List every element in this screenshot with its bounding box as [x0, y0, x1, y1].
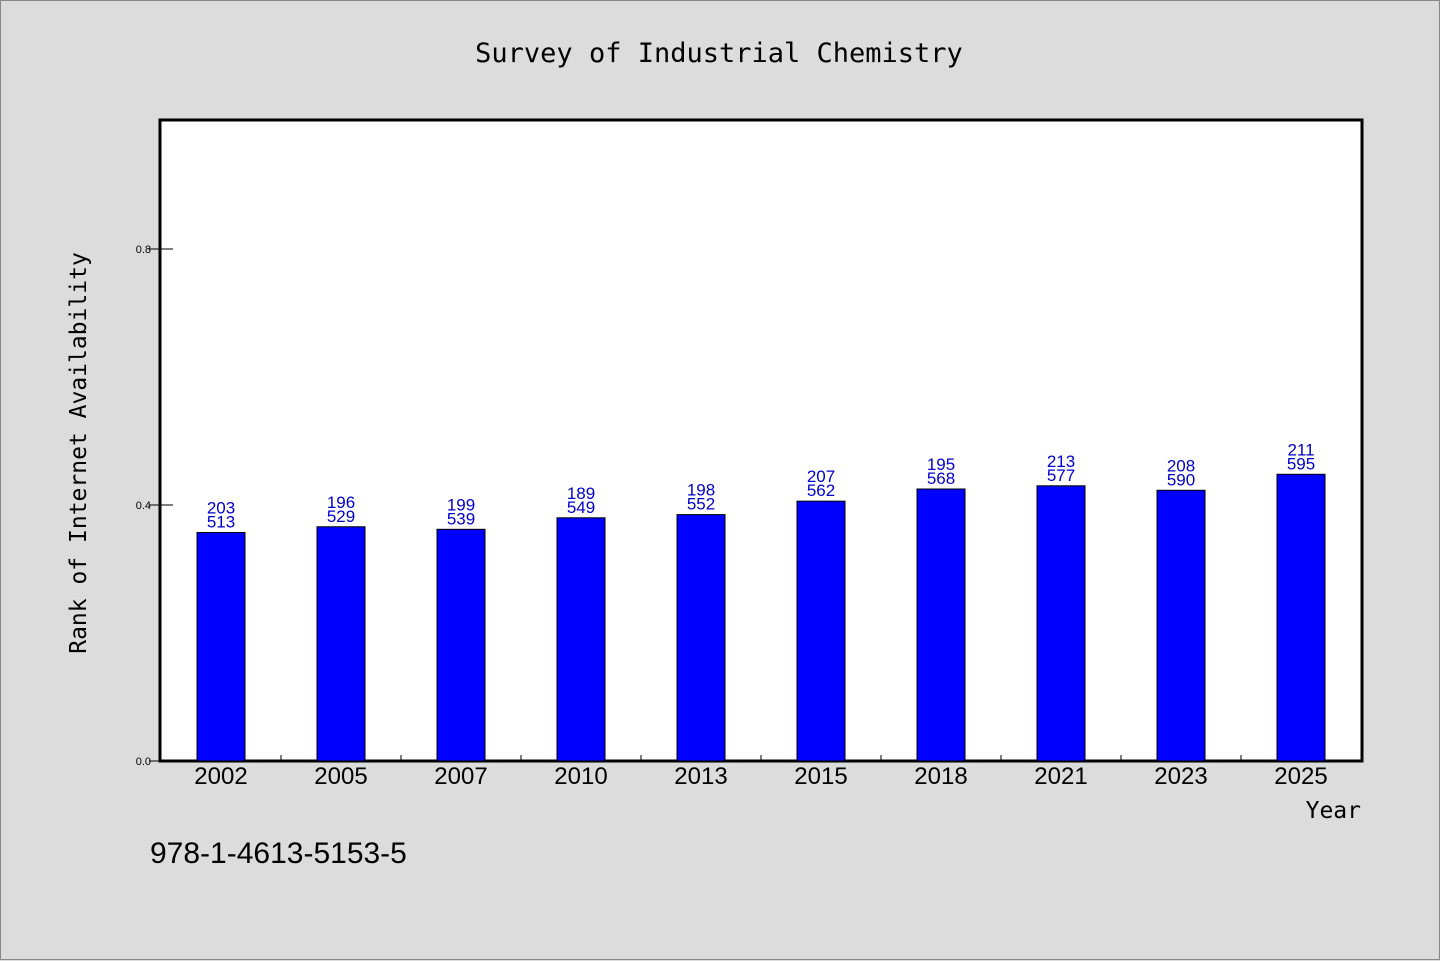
data-label-bottom-2018: 568 [927, 469, 955, 488]
x-axis: 2002 2005 2007 2010 2013 2015 2018 2021 2023 2025 [194, 755, 1328, 790]
bar-2015 [796, 500, 846, 762]
data-label-top-2013: 198 [687, 481, 715, 500]
data-label-top-2010: 189 [567, 484, 595, 503]
y-axis-label: Rank of Internet Availability [66, 252, 92, 654]
x-tick-label-2018: 2018 [914, 763, 967, 790]
data-label-bottom-2013: 552 [687, 495, 715, 514]
bar-2013 [676, 514, 726, 762]
bar-2021 [1036, 485, 1086, 762]
data-label-bottom-2005: 529 [327, 507, 355, 526]
data-label-bottom-2007: 539 [447, 509, 475, 528]
x-tick-label-2010: 2010 [554, 763, 607, 790]
x-tick-label-2023: 2023 [1154, 763, 1207, 790]
data-label-bottom-2010: 549 [567, 498, 595, 517]
y-tick-label-0.0: 0.0 [136, 756, 151, 768]
data-label-bottom-2025: 595 [1287, 454, 1315, 473]
data-label-top-2018: 195 [927, 455, 955, 474]
data-label-top-2007: 199 [447, 495, 475, 514]
footnote-isbn: 978-1-4613-5153-5 [150, 837, 407, 870]
chart-title: Survey of Industrial Chemistry [475, 38, 963, 69]
data-label-bottom-2023: 590 [1167, 470, 1195, 489]
data-label-top-2023: 208 [1167, 456, 1195, 475]
x-tick-label-2007: 2007 [434, 763, 487, 790]
bar-2023 [1156, 489, 1206, 762]
data-label-top-2021: 213 [1047, 452, 1075, 471]
x-tick-label-2005: 2005 [314, 763, 367, 790]
data-label-bottom-2015: 562 [807, 481, 835, 500]
x-tick-label-2021: 2021 [1034, 763, 1087, 790]
bar-2005 [316, 526, 366, 762]
data-label-bottom-2021: 577 [1047, 466, 1075, 485]
x-axis-label: Year [1306, 798, 1361, 824]
data-label-top-2002: 203 [207, 499, 235, 518]
x-tick-label-2025: 2025 [1274, 763, 1327, 790]
y-tick-label-0.8: 0.8 [136, 244, 151, 256]
x-tick-label-2013: 2013 [674, 763, 727, 790]
bar-2002 [196, 532, 246, 762]
bars-layer: 2035131965291995391895491985522075621955… [196, 440, 1326, 762]
data-label-top-2005: 196 [327, 493, 355, 512]
bar-2025 [1276, 473, 1326, 762]
x-tick-label-2015: 2015 [794, 763, 847, 790]
data-label-bottom-2002: 513 [207, 513, 235, 532]
bar-2007 [436, 528, 486, 762]
y-tick-label-0.4: 0.4 [136, 500, 151, 512]
bar-2010 [556, 517, 606, 762]
data-label-top-2025: 211 [1287, 440, 1314, 459]
y-axis: 0.0 0.4 0.8 [136, 244, 173, 768]
data-label-top-2015: 207 [807, 467, 835, 486]
bar-2018 [916, 488, 966, 762]
x-tick-label-2002: 2002 [194, 763, 247, 790]
